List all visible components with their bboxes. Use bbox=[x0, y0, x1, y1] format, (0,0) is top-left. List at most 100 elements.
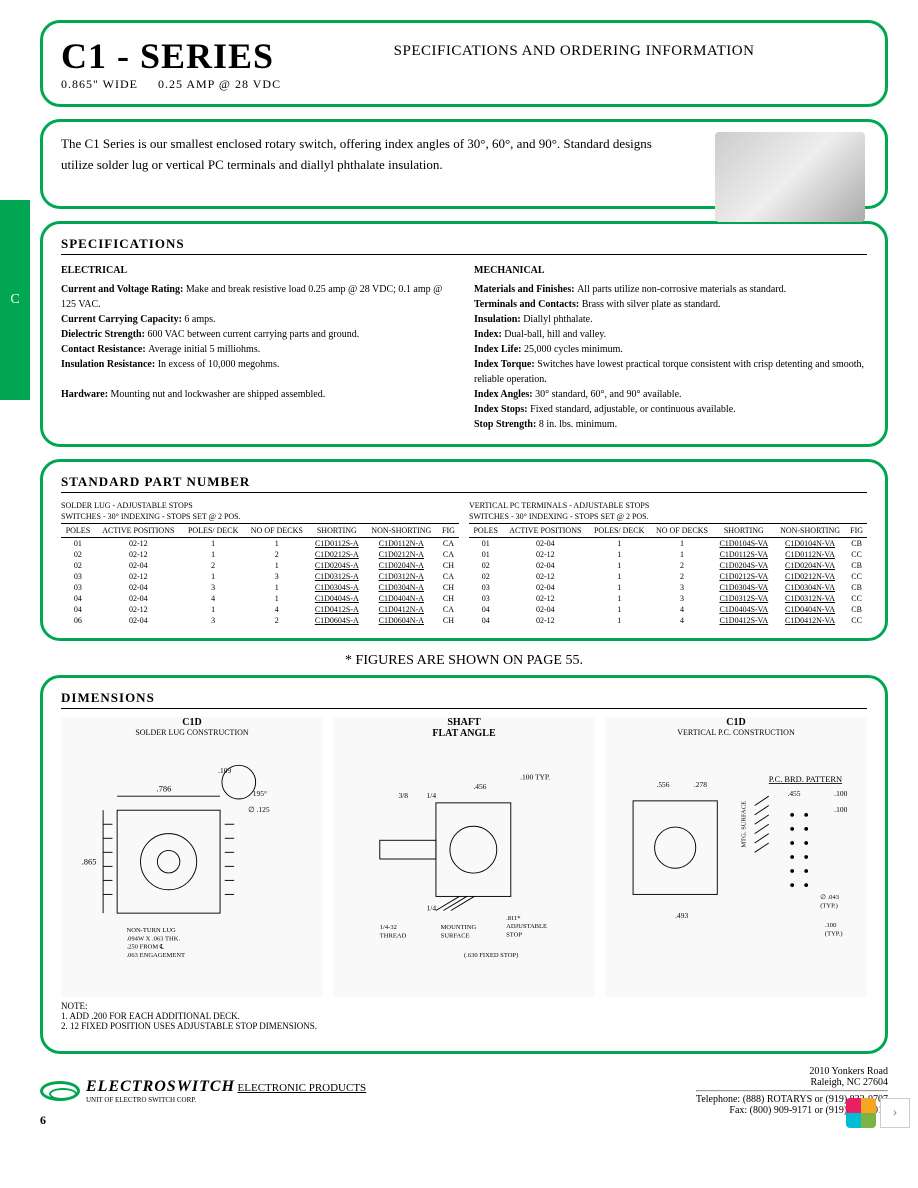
spec-value: Fixed standard, adjustable, or continuou… bbox=[530, 404, 736, 415]
part-link[interactable]: C1D0212N-A bbox=[379, 550, 424, 559]
spec-value: 600 VAC between current carrying parts a… bbox=[147, 329, 359, 340]
table-row: 0302-1213C1D0312S-VAC1D0312N-VACC bbox=[469, 593, 867, 604]
part-link[interactable]: C1D0204N-A bbox=[379, 561, 424, 570]
part-link[interactable]: C1D0604N-A bbox=[379, 616, 424, 625]
cell: 02-12 bbox=[502, 571, 588, 582]
cell: 04 bbox=[469, 615, 502, 626]
spec-label: Index Torque: bbox=[474, 359, 537, 370]
cell: C1D0212S-VA bbox=[714, 571, 774, 582]
part-link[interactable]: C1D0212S-VA bbox=[719, 572, 768, 581]
header-right: SPECIFICATIONS AND ORDERING INFORMATION bbox=[281, 35, 867, 60]
cell: CC bbox=[846, 593, 867, 604]
part-link[interactable]: C1D0304S-A bbox=[315, 583, 359, 592]
part-link[interactable]: C1D0304N-VA bbox=[785, 583, 835, 592]
part-link[interactable]: C1D0212N-VA bbox=[785, 572, 835, 581]
svg-text:1/4: 1/4 bbox=[427, 791, 437, 800]
chevron-right-icon: › bbox=[893, 1105, 898, 1121]
cell: 02-04 bbox=[502, 582, 588, 593]
part-link[interactable]: C1D0204S-VA bbox=[719, 561, 768, 570]
cell: 3 bbox=[182, 582, 245, 593]
cell: 1 bbox=[588, 549, 650, 560]
part-link[interactable]: C1D0212S-A bbox=[315, 550, 359, 559]
part-link[interactable]: C1D0204N-VA bbox=[785, 561, 835, 570]
cell: CA bbox=[438, 538, 459, 550]
notes-heading: NOTE: bbox=[61, 1001, 867, 1011]
cell: 3 bbox=[650, 593, 714, 604]
spec-value: All parts utilize non-corrosive material… bbox=[577, 284, 786, 295]
cell: 03 bbox=[469, 582, 502, 593]
part-link[interactable]: C1D0604S-A bbox=[315, 616, 359, 625]
part-link[interactable]: C1D0112N-A bbox=[379, 539, 424, 548]
part-link[interactable]: C1D0204S-A bbox=[315, 561, 359, 570]
cell: C1D0304S-VA bbox=[714, 582, 774, 593]
part-link[interactable]: C1D0304S-VA bbox=[719, 583, 768, 592]
part-link[interactable]: C1D0412S-VA bbox=[719, 616, 768, 625]
product-image bbox=[715, 132, 865, 222]
cell: C1D0404S-A bbox=[309, 593, 365, 604]
svg-text:1/4-32THREAD: 1/4-32THREAD bbox=[380, 924, 407, 939]
specs-panel: SPECIFICATIONS ELECTRICAL Current and Vo… bbox=[40, 221, 888, 447]
specs-title: SPECIFICATIONS bbox=[61, 236, 867, 255]
page-number: 6 bbox=[40, 1113, 46, 1128]
cell: CA bbox=[438, 604, 459, 615]
part-link[interactable]: C1D0312N-VA bbox=[785, 594, 835, 603]
nav-logo-icon[interactable] bbox=[846, 1098, 876, 1128]
cell: 1 bbox=[182, 538, 245, 550]
spec-value: Diallyl phthalate. bbox=[523, 314, 592, 325]
svg-text:195°: 195° bbox=[253, 789, 267, 798]
cell: 03 bbox=[61, 571, 95, 582]
part-link[interactable]: C1D0304N-A bbox=[379, 583, 424, 592]
spec-value: 8 in. lbs. minimum. bbox=[539, 419, 617, 430]
col-header: NON-SHORTING bbox=[774, 524, 846, 538]
table-row: 0102-1211C1D0112S-VAC1D0112N-VACC bbox=[469, 549, 867, 560]
cell: CH bbox=[438, 593, 459, 604]
part-link[interactable]: C1D0404N-A bbox=[379, 594, 424, 603]
note-1: 1. ADD .200 FOR EACH ADDITIONAL DECK. bbox=[61, 1011, 867, 1021]
part-link[interactable]: C1D0104N-VA bbox=[785, 539, 835, 548]
spec-label: Dielectric Strength: bbox=[61, 329, 147, 340]
intro-panel: The C1 Series is our smallest enclosed r… bbox=[40, 119, 888, 209]
part-link[interactable]: C1D0112N-VA bbox=[785, 550, 835, 559]
cell: 1 bbox=[588, 615, 650, 626]
hardware-label: Hardware: bbox=[61, 389, 108, 400]
col-header: NON-SHORTING bbox=[365, 524, 438, 538]
part-link[interactable]: C1D0412S-A bbox=[315, 605, 359, 614]
part-link[interactable]: C1D0312S-A bbox=[315, 572, 359, 581]
intro-text: The C1 Series is our smallest enclosed r… bbox=[61, 134, 661, 176]
col-header: NO OF DECKS bbox=[650, 524, 714, 538]
cell: C1D0604S-A bbox=[309, 615, 365, 626]
part-link[interactable]: C1D0404S-VA bbox=[719, 605, 768, 614]
part-link[interactable]: C1D0312S-VA bbox=[719, 594, 768, 603]
cell: CB bbox=[846, 582, 867, 593]
tr-cap1: VERTICAL PC TERMINALS - ADJUSTABLE STOPS bbox=[469, 501, 867, 510]
part-link[interactable]: C1D0112S-A bbox=[315, 539, 359, 548]
mechanical-heading: MECHANICAL bbox=[474, 263, 867, 278]
cell: 02-12 bbox=[95, 538, 182, 550]
col-header: NO OF DECKS bbox=[245, 524, 309, 538]
part-link[interactable]: C1D0404S-A bbox=[315, 594, 359, 603]
svg-text:.100(TYP.): .100(TYP.) bbox=[825, 922, 843, 937]
spec-row: Index: Dual-ball, hill and valley. bbox=[474, 327, 867, 342]
spec-value: Average initial 5 milliohms. bbox=[148, 344, 260, 355]
cell: 1 bbox=[245, 560, 309, 571]
part-link[interactable]: C1D0412N-VA bbox=[785, 616, 835, 625]
svg-text:MTG. SURFACE: MTG. SURFACE bbox=[740, 801, 747, 848]
spec-row: Index Torque: Switches have lowest pract… bbox=[474, 357, 867, 387]
cell: C1D0204N-A bbox=[365, 560, 438, 571]
logo: ELECTROSWITCH ELECTRONIC PRODUCTS UNIT O… bbox=[40, 1078, 366, 1104]
svg-text:P.C. BRD. PATTERN: P.C. BRD. PATTERN bbox=[769, 774, 842, 784]
col-header: FIG bbox=[438, 524, 459, 538]
part-link[interactable]: C1D0104S-VA bbox=[719, 539, 768, 548]
cell: 02-04 bbox=[502, 560, 588, 571]
part-link[interactable]: C1D0112S-VA bbox=[720, 550, 768, 559]
part-link[interactable]: C1D0404N-VA bbox=[785, 605, 835, 614]
dim-2: SHAFT FLAT ANGLE .100 TYP. 3/8 1/4 .456 … bbox=[333, 717, 595, 997]
cell: 04 bbox=[61, 593, 95, 604]
part-link[interactable]: C1D0312N-A bbox=[379, 572, 424, 581]
cell: 01 bbox=[469, 538, 502, 550]
nav-next-button[interactable]: › bbox=[880, 1098, 910, 1128]
notes: NOTE: 1. ADD .200 FOR EACH ADDITIONAL DE… bbox=[61, 1001, 867, 1031]
figures-note: * FIGURES ARE SHOWN ON PAGE 55. bbox=[40, 653, 888, 669]
part-link[interactable]: C1D0412N-A bbox=[379, 605, 424, 614]
cell: 04 bbox=[469, 604, 502, 615]
